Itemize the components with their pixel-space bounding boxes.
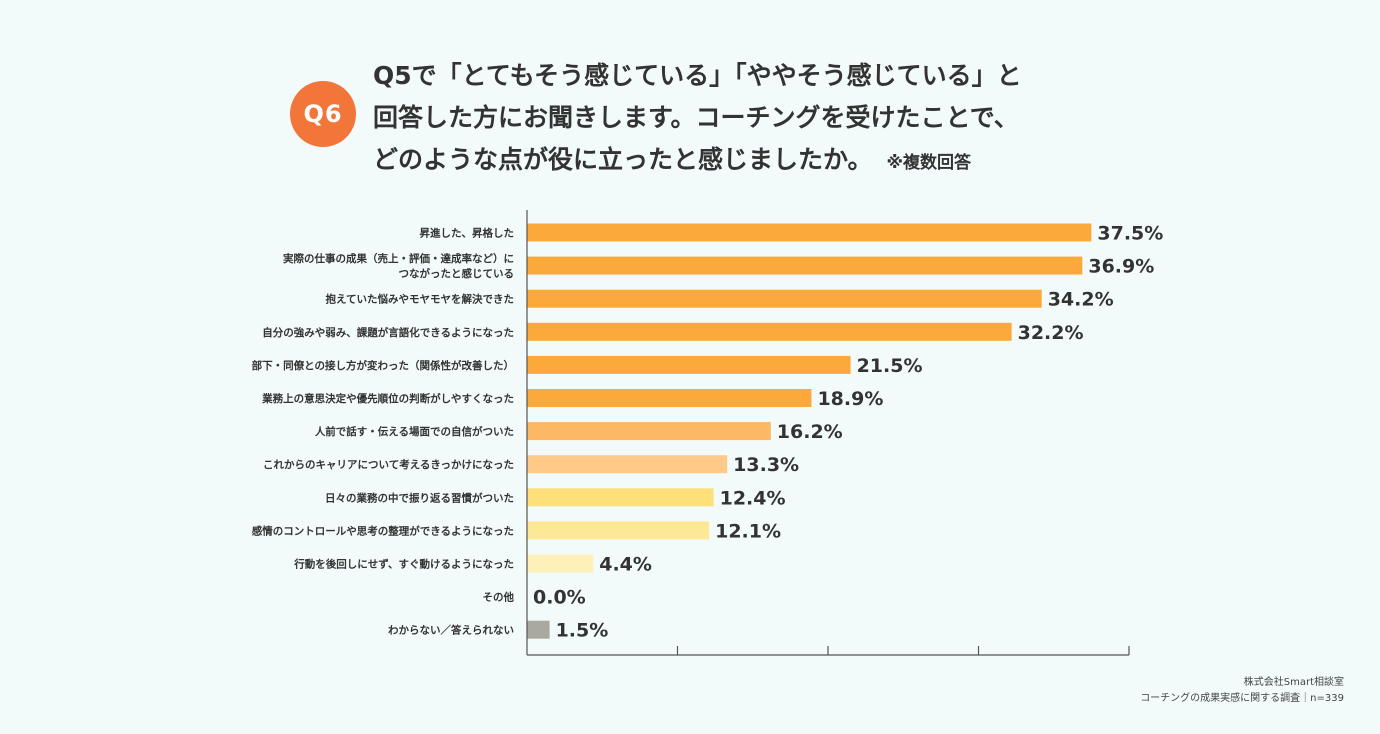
category-label-10: 感情のコントロールや思考の整理ができるようになった bbox=[252, 524, 514, 537]
category-label-6: 業務上の意思決定や優先順位の判断がしやすくなった bbox=[261, 392, 514, 405]
bar-5 bbox=[527, 355, 851, 374]
value-label-3: 34.2% bbox=[1048, 289, 1114, 311]
title-line-2: 回答した方にお聞きします。コーチングを受けたことで、 bbox=[373, 103, 1019, 132]
value-label-11: 4.4% bbox=[599, 554, 652, 576]
question-badge: Q6 bbox=[290, 81, 356, 147]
category-label-2-line-1: 実際の仕事の成果（売上・評価・達成率など）に bbox=[283, 252, 514, 265]
value-label-9: 12.4% bbox=[720, 487, 786, 509]
value-label-4: 32.2% bbox=[1018, 322, 1084, 344]
bar-chart: 昇進した、昇格した 37.5% 実際の仕事の成果（売上・評価・達成率など）につながっ… bbox=[252, 210, 1163, 656]
bar-4 bbox=[527, 322, 1012, 341]
bar-3 bbox=[527, 289, 1042, 308]
value-label-12: 0.0% bbox=[533, 587, 586, 609]
value-label-13: 1.5% bbox=[556, 620, 609, 642]
category-label-12: その他 bbox=[483, 591, 515, 604]
category-label-8: これからのキャリアについて考えるきっかけになった bbox=[263, 458, 514, 471]
value-label-5: 21.5% bbox=[857, 355, 923, 377]
value-label-8: 13.3% bbox=[733, 454, 799, 476]
bar-6 bbox=[527, 389, 812, 407]
chart-title: Q5で「とてもそう感じている」「ややそう感じている」と 回答した方にお聞きします… bbox=[373, 55, 1133, 184]
title-line-1: Q5で「とてもそう感じている」「ややそう感じている」と bbox=[373, 61, 1022, 90]
bar-9 bbox=[527, 488, 714, 507]
category-label-1: 昇進した、昇格した bbox=[420, 227, 515, 240]
value-label-2: 36.9% bbox=[1088, 256, 1154, 278]
category-label-5: 部下・同僚との接し方が変わった（関係性が改善した） bbox=[252, 359, 514, 372]
category-label-13: わからない／答えられない bbox=[388, 624, 514, 637]
value-label-6: 18.9% bbox=[817, 388, 883, 410]
category-label-3: 抱えていた悩みやモヤモヤを解決できた bbox=[326, 293, 514, 306]
category-label-2-line-2: つながったと感じている bbox=[399, 267, 515, 280]
source-company: 株式会社Smart相談室 bbox=[1243, 677, 1344, 688]
source-footer: 株式会社Smart相談室 コーチングの成果実感に関する調査｜n=339 bbox=[1140, 675, 1344, 707]
category-label-11: 行動を後回しにせず、すぐ動けるようになった bbox=[293, 558, 514, 571]
title-line-3: どのような点が役に立ったと感じましたか。 ※複数回答 bbox=[373, 139, 1133, 184]
category-label-7: 人前で話す・伝える場面での自信がついた bbox=[315, 425, 514, 438]
bar-7 bbox=[527, 422, 771, 441]
bar-1 bbox=[527, 223, 1092, 242]
category-label-4: 自分の強みや弱み、課題が言語化できるようになった bbox=[262, 326, 514, 339]
source-survey: コーチングの成果実感に関する調査｜n=339 bbox=[1140, 693, 1344, 704]
category-label-9: 日々の業務の中で振り返る習慣がついた bbox=[325, 491, 514, 504]
bar-8 bbox=[527, 455, 728, 474]
value-label-10: 12.1% bbox=[715, 520, 781, 542]
multiple-answer-note: ※複数回答 bbox=[886, 153, 972, 173]
title-line-3-text: どのような点が役に立ったと感じましたか。 bbox=[373, 145, 873, 174]
bar-2 bbox=[527, 256, 1083, 275]
bar-10 bbox=[527, 521, 710, 540]
bar-13 bbox=[527, 620, 550, 639]
value-label-1: 37.5% bbox=[1097, 223, 1163, 245]
value-label-7: 16.2% bbox=[777, 421, 843, 443]
bar-11 bbox=[527, 554, 594, 573]
